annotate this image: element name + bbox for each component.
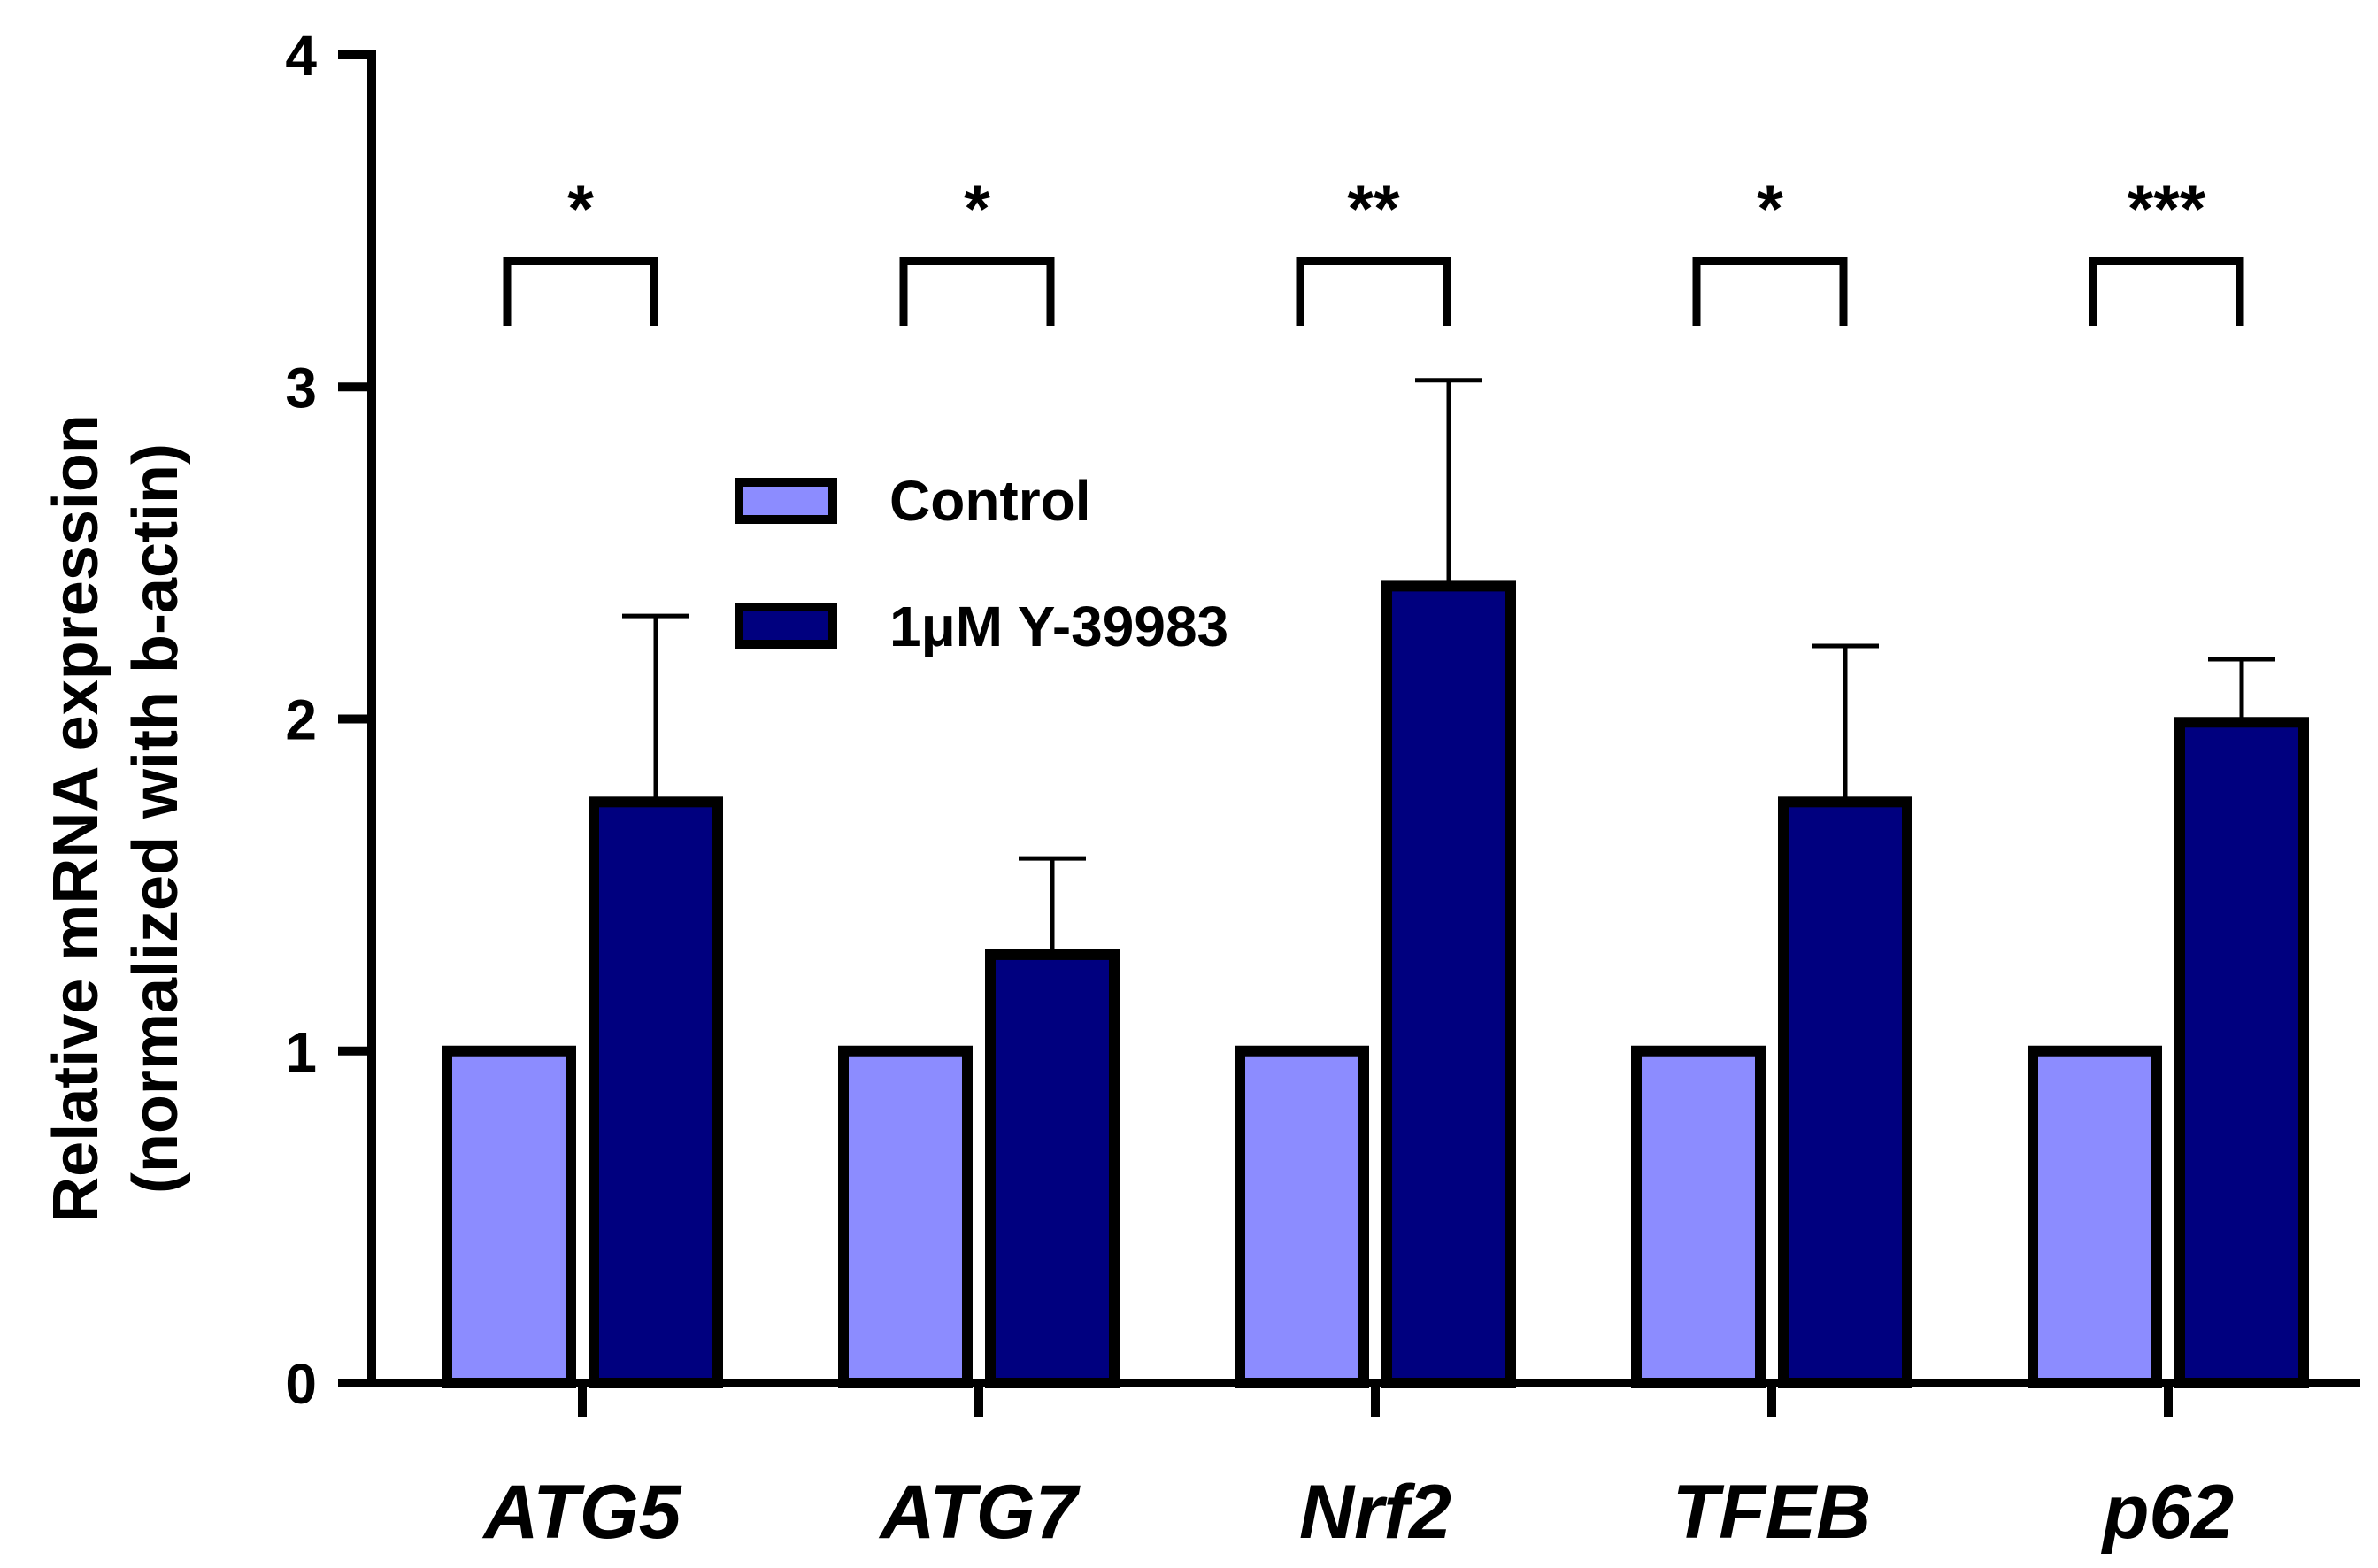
significance-annotations: * * ** * *** [503, 172, 2244, 326]
bar-ATG7-1 [985, 949, 1120, 1388]
y-axis-title-line-2: (normalized with b-actin) [120, 443, 191, 1194]
x-label-ATG5: ATG5 [482, 1470, 682, 1555]
bar-TFEB-1 [1778, 796, 1912, 1388]
bar-p62-1 [2174, 717, 2309, 1388]
bars [442, 580, 2309, 1388]
sig-label-Nrf2: ** [1347, 172, 1400, 247]
sig-label-TFEB: * [1757, 172, 1783, 247]
bar-ATG7-0 [838, 1045, 973, 1388]
sig-bracket-ATG7 [899, 257, 1055, 326]
legend: Control 1μM Y-39983 [735, 469, 1228, 658]
legend-label-treatment: 1μM Y-39983 [889, 595, 1228, 658]
legend-label-control: Control [889, 469, 1091, 533]
sig-label-ATG5: * [567, 172, 594, 247]
x-label-TFEB: TFEB [1673, 1470, 1872, 1555]
sig-bracket-ATG5 [503, 257, 658, 326]
bar-ATG5-0 [442, 1045, 576, 1388]
legend-swatch-control [735, 478, 837, 524]
y-tick-label-0: 0 [285, 1352, 317, 1416]
legend-swatch-treatment [735, 603, 837, 649]
bar-ATG5-1 [589, 796, 723, 1388]
y-axis-title-line-1: Relative mRNA expression [41, 414, 112, 1223]
error-bars [622, 378, 2275, 955]
sig-bracket-TFEB [1692, 257, 1848, 326]
x-label-ATG7: ATG7 [879, 1470, 1081, 1555]
x-label-Nrf2: Nrf2 [1299, 1470, 1451, 1555]
y-axis: 0 1 2 3 4 [285, 24, 376, 1416]
bar-Nrf2-1 [1381, 580, 1516, 1388]
bar-Nrf2-0 [1235, 1045, 1369, 1388]
sig-bracket-p62 [2089, 257, 2244, 326]
y-tick-label-4: 4 [285, 24, 317, 88]
y-tick-label-3: 3 [285, 356, 317, 419]
category-labels: ATG5 ATG7 Nrf2 TFEB p62 [482, 1470, 2235, 1555]
sig-label-p62: *** [2128, 172, 2206, 247]
sig-bracket-Nrf2 [1296, 257, 1451, 326]
y-tick-label-1: 1 [285, 1020, 317, 1084]
x-label-p62: p62 [2101, 1470, 2234, 1555]
bar-p62-0 [2028, 1045, 2162, 1388]
y-axis-title: Relative mRNA expression (normalized wit… [41, 414, 191, 1223]
y-tick-label-2: 2 [285, 688, 317, 752]
bar-TFEB-0 [1631, 1045, 1766, 1388]
sig-label-ATG7: * [964, 172, 990, 247]
